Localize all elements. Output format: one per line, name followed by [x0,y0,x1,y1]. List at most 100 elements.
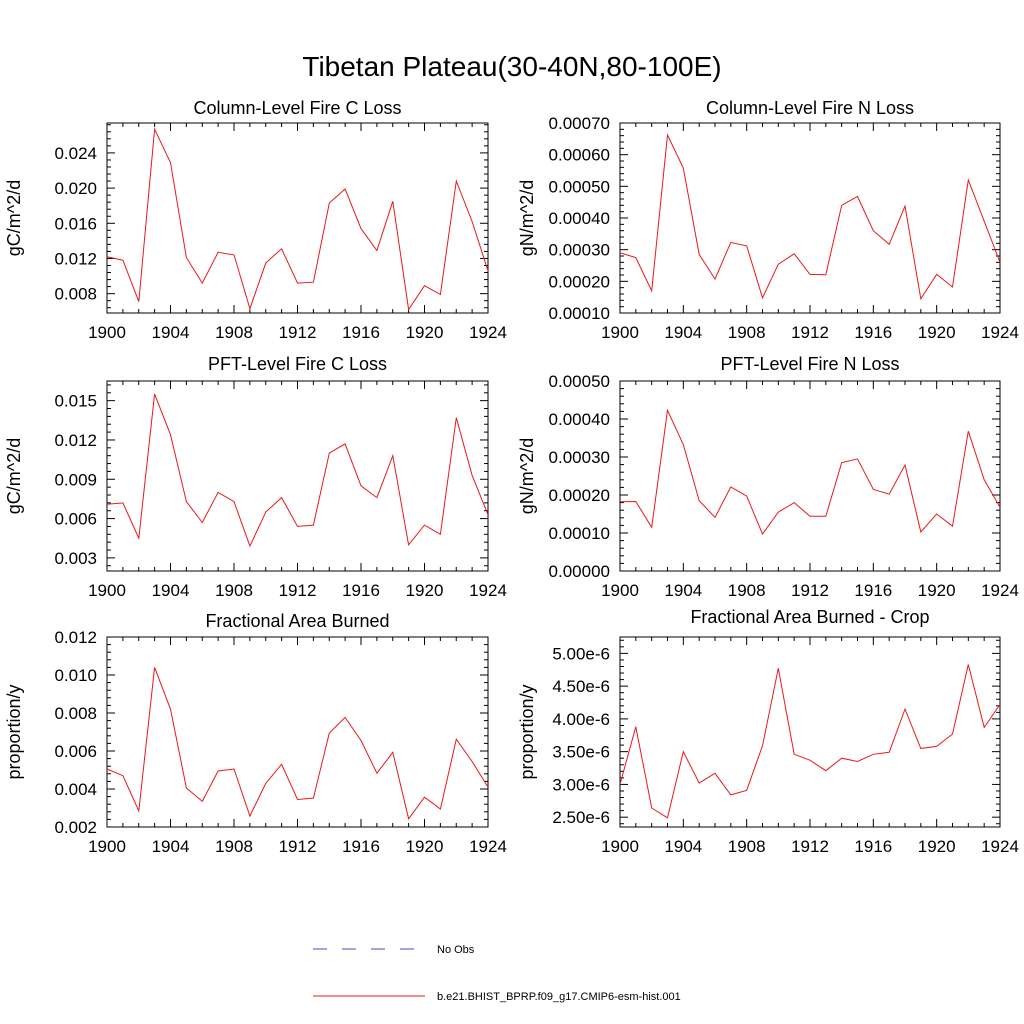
chart-title: Column-Level Fire N Loss [706,98,914,118]
plot-frame [106,380,489,572]
chart-panel-2: Column-Level Fire N Loss gN/m^2/d 1900 1904… [517,98,1019,342]
y-tick-label: 5.00e-6 [552,644,610,663]
y-tick-label: 0.009 [54,470,97,489]
x-tick-label: 1908 [215,581,253,600]
x-tick-label: 1908 [215,323,253,342]
y-tick-label: 2.50e-6 [552,808,610,827]
x-tick-label: 1904 [152,581,190,600]
y-tick-label: 4.50e-6 [552,677,610,696]
chart-panel-3: PFT-Level Fire C Loss gC/m^2/d 1900 1904 190… [4,354,507,600]
x-tick-label: 1920 [918,581,956,600]
x-tick-label: 1916 [342,581,380,600]
x-tick-label: 1908 [728,581,766,600]
chart-panel-1: Column-Level Fire C Loss gC/m^2/d 1900 1904… [4,98,507,342]
series-line-1 [106,127,489,311]
legend: No Obs b.e21.BHIST_BPRP.f09_g17.CMIP6-es… [313,944,681,1003]
y-tick-label: 0.00050 [549,177,610,196]
legend-label-no-obs: No Obs [437,944,475,956]
x-tick-label: 1924 [469,837,507,856]
series-line-1 [106,667,489,820]
x-tick-label: 1904 [664,581,702,600]
y-axis-label: proportion/y [4,684,24,779]
y-tick-label: 0.00020 [549,486,610,505]
y-axis-label: gN/m^2/d [517,180,537,256]
legend-label-model-run: b.e21.BHIST_BPRP.f09_g17.CMIP6-esm-hist.… [437,991,681,1003]
y-tick-label: 0.00030 [549,448,610,467]
y-axis-label: gC/m^2/d [4,438,24,514]
x-tick-label: 1908 [728,323,766,342]
y-tick-label: 0.012 [54,431,97,450]
figure-title: Tibetan Plateau(30-40N,80-100E) [302,51,721,82]
y-tick-label: 0.00030 [549,241,610,260]
x-tick-label: 1912 [791,581,829,600]
y-tick-label: 0.004 [54,780,97,799]
y-tick-label: 0.002 [54,818,97,837]
y-tick-label: 0.00050 [549,372,610,391]
x-tick-label: 1912 [279,837,317,856]
x-tick-label: 1908 [728,837,766,856]
x-tick-label: 1916 [342,323,380,342]
x-tick-label: 1916 [854,837,892,856]
y-axis-label: proportion/y [517,684,537,779]
y-tick-label: 0.008 [54,285,97,304]
chart-title: Column-Level Fire C Loss [193,98,401,118]
plot-frame [619,122,1001,314]
y-axis-label: gC/m^2/d [4,180,24,256]
x-tick-label: 1920 [406,837,444,856]
x-tick-label: 1924 [469,581,507,600]
x-tick-label: 1904 [152,837,190,856]
x-tick-label: 1900 [88,323,126,342]
x-tick-label: 1924 [981,581,1019,600]
x-tick-label: 1900 [601,323,639,342]
x-tick-label: 1920 [406,323,444,342]
chart-title: PFT-Level Fire N Loss [720,354,899,374]
series-line-1 [619,133,1001,301]
x-tick-label: 1904 [664,837,702,856]
chart-title: PFT-Level Fire C Loss [208,354,387,374]
x-tick-label: 1920 [918,837,956,856]
chart-panel-4: PFT-Level Fire N Loss gN/m^2/d 1900 1904 190… [517,354,1019,600]
y-tick-label: 0.012 [54,628,97,647]
x-tick-label: 1900 [88,837,126,856]
x-tick-label: 1924 [469,323,507,342]
y-tick-label: 0.015 [54,392,97,411]
y-tick-label: 0.024 [54,144,97,163]
series-line-1 [619,664,1001,819]
y-tick-label: 4.00e-6 [552,710,610,729]
y-tick-label: 0.00060 [549,146,610,165]
y-tick-label: 0.010 [54,666,97,685]
x-tick-label: 1912 [791,323,829,342]
x-tick-label: 1904 [152,323,190,342]
chart-title: Fractional Area Burned [205,611,389,631]
x-tick-label: 1900 [88,581,126,600]
y-tick-label: 0.016 [54,214,97,233]
y-axis-label: gN/m^2/d [517,438,537,514]
y-tick-label: 0.003 [54,549,97,568]
y-tick-label: 0.00040 [549,209,610,228]
x-tick-label: 1900 [601,581,639,600]
y-tick-label: 3.00e-6 [552,775,610,794]
x-tick-label: 1908 [215,837,253,856]
x-tick-label: 1920 [406,581,444,600]
x-tick-label: 1912 [279,581,317,600]
series-line-1 [619,408,1001,536]
x-tick-label: 1924 [981,837,1019,856]
y-tick-label: 0.012 [54,249,97,268]
series-line-1 [106,393,489,548]
plot-frame [619,636,1001,828]
y-tick-label: 0.006 [54,742,97,761]
y-tick-label: 3.50e-6 [552,743,610,762]
panel-grid: Column-Level Fire C Loss gC/m^2/d 1900 1904… [4,98,1019,856]
x-tick-label: 1904 [664,323,702,342]
chart-panel-5: Fractional Area Burned proportion/y 1900 19… [4,611,507,856]
plot-frame [106,122,489,314]
x-tick-label: 1916 [342,837,380,856]
y-tick-label: 0.006 [54,510,97,529]
x-tick-label: 1920 [918,323,956,342]
x-tick-label: 1916 [854,581,892,600]
plot-frame [619,380,1001,572]
x-tick-label: 1916 [854,323,892,342]
y-tick-label: 0.00040 [549,410,610,429]
y-tick-label: 0.00070 [549,114,610,133]
